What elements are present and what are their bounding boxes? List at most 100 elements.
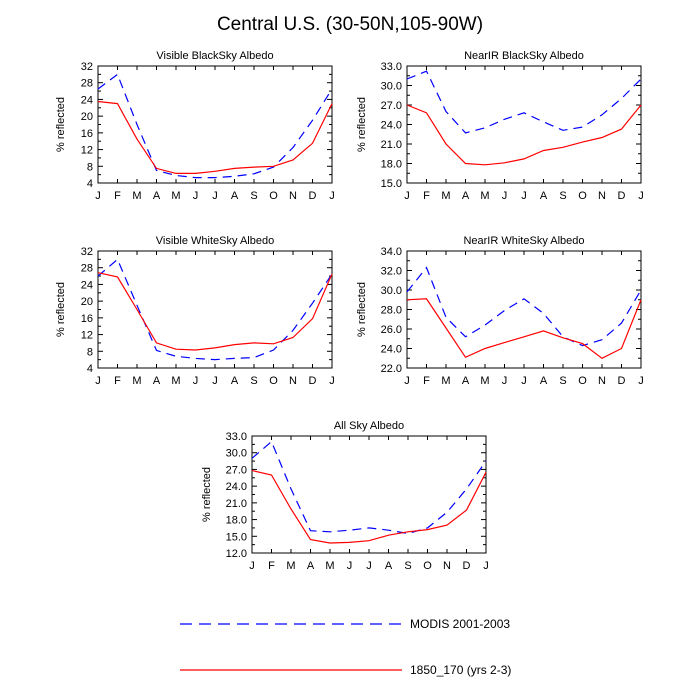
- x-tick-label: J: [95, 375, 101, 387]
- x-tick-label: J: [193, 190, 199, 202]
- legend: MODIS 2001-2003 1850_170 (yrs 2-3): [180, 617, 511, 677]
- x-tick-label: S: [250, 190, 257, 202]
- y-tick-label: 32: [81, 246, 93, 258]
- x-tick-label: D: [618, 190, 626, 202]
- y-tick-label: 33.0: [226, 431, 247, 443]
- x-tick-label: A: [385, 560, 393, 572]
- y-tick-label: 24.0: [226, 481, 247, 493]
- series-line-model: [406, 298, 642, 360]
- x-tick-label: M: [132, 190, 141, 202]
- y-tick-label: 24.0: [381, 120, 402, 132]
- x-tick-label: N: [598, 375, 606, 387]
- legend-label-model: 1850_170 (yrs 2-3): [410, 663, 511, 677]
- x-tick-label: J: [95, 190, 101, 202]
- x-tick-label: F: [268, 560, 275, 572]
- x-tick-label: A: [153, 375, 161, 387]
- y-axis-label: % reflected: [356, 97, 368, 152]
- plot-frame: [97, 65, 333, 184]
- x-tick-label: F: [114, 190, 121, 202]
- y-tick-label: 4: [87, 363, 93, 375]
- chart-title: Visible BlackSky Albedo: [156, 50, 273, 62]
- chart-title: Visible WhiteSky Albedo: [156, 235, 274, 247]
- series-line-modis: [251, 440, 487, 535]
- y-axis-label: % reflected: [201, 467, 213, 522]
- x-tick-label: J: [502, 190, 508, 202]
- x-tick-label: M: [441, 375, 450, 387]
- y-tick-label: 28.0: [381, 305, 402, 317]
- x-tick-label: J: [638, 375, 644, 387]
- x-tick-label: S: [559, 190, 566, 202]
- x-tick-label: S: [404, 560, 411, 572]
- x-tick-label: J: [212, 190, 218, 202]
- y-tick-label: 16: [81, 128, 93, 140]
- x-tick-label: M: [325, 560, 334, 572]
- series-line-modis: [406, 266, 642, 347]
- y-tick-label: 12: [81, 145, 93, 157]
- x-tick-label: M: [480, 375, 489, 387]
- x-tick-label: D: [309, 190, 317, 202]
- x-tick-label: M: [441, 190, 450, 202]
- x-tick-label: F: [114, 375, 121, 387]
- x-tick-label: M: [171, 190, 180, 202]
- y-tick-label: 32: [81, 61, 93, 73]
- y-tick-label: 30.0: [381, 285, 402, 297]
- x-tick-label: D: [463, 560, 471, 572]
- plot-frame: [406, 65, 642, 184]
- y-tick-label: 8: [87, 346, 93, 358]
- x-tick-label: S: [559, 375, 566, 387]
- legend-label-modis: MODIS 2001-2003: [410, 617, 510, 631]
- x-tick-label: J: [483, 560, 489, 572]
- x-tick-label: J: [212, 375, 218, 387]
- y-axis-label: % reflected: [55, 282, 67, 337]
- x-tick-label: A: [540, 190, 548, 202]
- y-tick-label: 27.0: [381, 100, 402, 112]
- series-line-modis: [406, 70, 642, 134]
- y-tick-label: 24: [81, 279, 93, 291]
- y-tick-label: 28: [81, 263, 93, 275]
- y-tick-label: 30.0: [226, 448, 247, 460]
- series-line-model: [97, 272, 333, 351]
- y-tick-label: 12: [81, 330, 93, 342]
- x-tick-label: F: [423, 190, 430, 202]
- plot-frame: [251, 435, 487, 554]
- series-line-model: [97, 100, 333, 174]
- x-tick-label: O: [578, 190, 587, 202]
- y-tick-label: 18.0: [381, 159, 402, 171]
- y-tick-label: 20: [81, 296, 93, 308]
- y-tick-label: 24: [81, 94, 93, 106]
- y-tick-label: 22.0: [381, 363, 402, 375]
- x-tick-label: O: [423, 560, 432, 572]
- y-tick-label: 27.0: [226, 464, 247, 476]
- x-tick-label: J: [347, 560, 353, 572]
- page-title: Central U.S. (30-50N,105-90W): [217, 14, 483, 35]
- x-tick-label: A: [540, 375, 548, 387]
- x-tick-label: M: [132, 375, 141, 387]
- x-tick-label: N: [289, 375, 297, 387]
- y-tick-label: 15.0: [226, 531, 247, 543]
- series-line-model: [251, 469, 487, 544]
- x-tick-label: A: [153, 190, 161, 202]
- x-tick-label: N: [598, 190, 606, 202]
- series-line-modis: [97, 73, 333, 179]
- x-tick-label: J: [404, 190, 410, 202]
- x-tick-label: A: [231, 190, 239, 202]
- y-tick-label: 21.0: [226, 498, 247, 510]
- x-tick-label: J: [329, 375, 335, 387]
- x-tick-label: J: [249, 560, 255, 572]
- x-tick-label: O: [578, 375, 587, 387]
- y-tick-label: 34.0: [381, 246, 402, 258]
- y-tick-label: 18.0: [226, 515, 247, 527]
- x-tick-label: J: [366, 560, 372, 572]
- x-tick-label: M: [480, 190, 489, 202]
- chart-title: All Sky Albedo: [334, 420, 404, 432]
- series-line-model: [406, 104, 642, 166]
- x-tick-label: F: [423, 375, 430, 387]
- plot-frame: [406, 250, 642, 369]
- y-axis-label: % reflected: [356, 282, 368, 337]
- x-tick-label: A: [462, 190, 470, 202]
